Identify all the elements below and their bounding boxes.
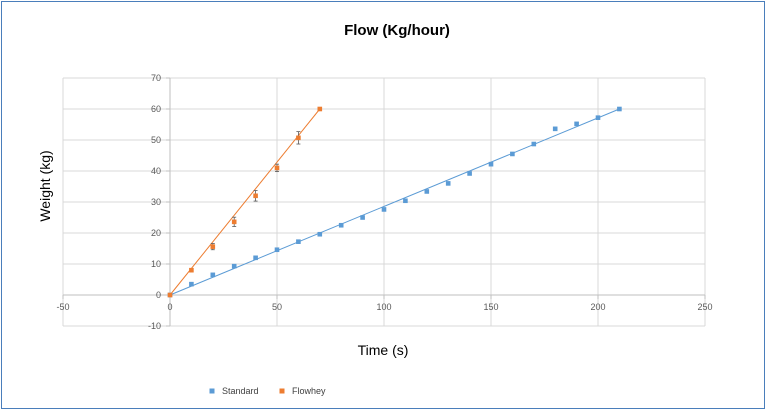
y-tick-label: 0 (156, 290, 161, 300)
standard-point (467, 171, 472, 176)
y-tick-label: 20 (151, 228, 161, 238)
legend: Standard Flowhey (209, 386, 326, 396)
flowhey-legend-label: Flowhey (292, 386, 326, 396)
y-tick-label: 60 (151, 104, 161, 114)
y-tick-label: 50 (151, 135, 161, 145)
standard-legend-label: Standard (222, 386, 259, 396)
standard-point (231, 263, 237, 269)
y-tick-label: 10 (151, 259, 161, 269)
flowhey-legend-marker (279, 388, 285, 394)
y-tick-label: -10 (148, 321, 161, 331)
y-tick-label: 70 (151, 73, 161, 83)
standard-point (445, 181, 451, 186)
flowhey-point (296, 135, 301, 141)
flowhey-point (253, 193, 258, 199)
standard-point (552, 126, 558, 132)
x-tick-label: 100 (376, 302, 391, 312)
chart-title: Flow (Kg/hour) (344, 22, 450, 39)
standard-point (317, 231, 323, 237)
flowhey-point (167, 292, 173, 298)
standard-point (296, 239, 301, 244)
x-tick-label: 250 (697, 302, 712, 312)
trendlines (169, 108, 620, 296)
y-tick-label: 30 (151, 197, 161, 207)
standard-legend-marker (209, 388, 215, 394)
x-axis-title: Time (s) (358, 342, 409, 358)
data-points (167, 106, 622, 298)
standard-point (381, 207, 387, 212)
x-tick-label: -50 (56, 302, 69, 312)
x-tick-label: 0 (167, 302, 172, 312)
standard-trendline (169, 108, 620, 296)
flowhey-point (274, 165, 280, 171)
standard-point (253, 255, 258, 261)
y-axis-title: Weight (kg) (37, 150, 53, 221)
standard-point (424, 189, 430, 194)
x-tick-label: 50 (272, 302, 282, 312)
standard-point (403, 198, 408, 204)
x-tick-labels: -50 0 50 100 150 200 250 (56, 302, 712, 312)
standard-point (617, 106, 622, 112)
standard-point (510, 151, 515, 157)
y-tick-label: 40 (151, 166, 161, 176)
standard-point (488, 161, 494, 167)
y-tick-labels: -10 0 10 20 30 40 50 60 70 (148, 73, 161, 331)
flowhey-point (210, 244, 216, 249)
flowhey-point (231, 219, 237, 225)
standard-point (210, 272, 216, 278)
x-tick-label: 150 (483, 302, 498, 312)
standard-point (189, 281, 194, 287)
flowhey-point (189, 267, 194, 273)
standard-point (338, 222, 344, 228)
flowhey-point (317, 106, 323, 112)
standard-point (574, 121, 579, 127)
standard-point (531, 141, 537, 147)
x-tick-label: 200 (590, 302, 605, 312)
flowhey-trendline (169, 108, 321, 296)
standard-point (360, 215, 365, 220)
standard-point (595, 115, 601, 120)
standard-point (274, 247, 280, 253)
